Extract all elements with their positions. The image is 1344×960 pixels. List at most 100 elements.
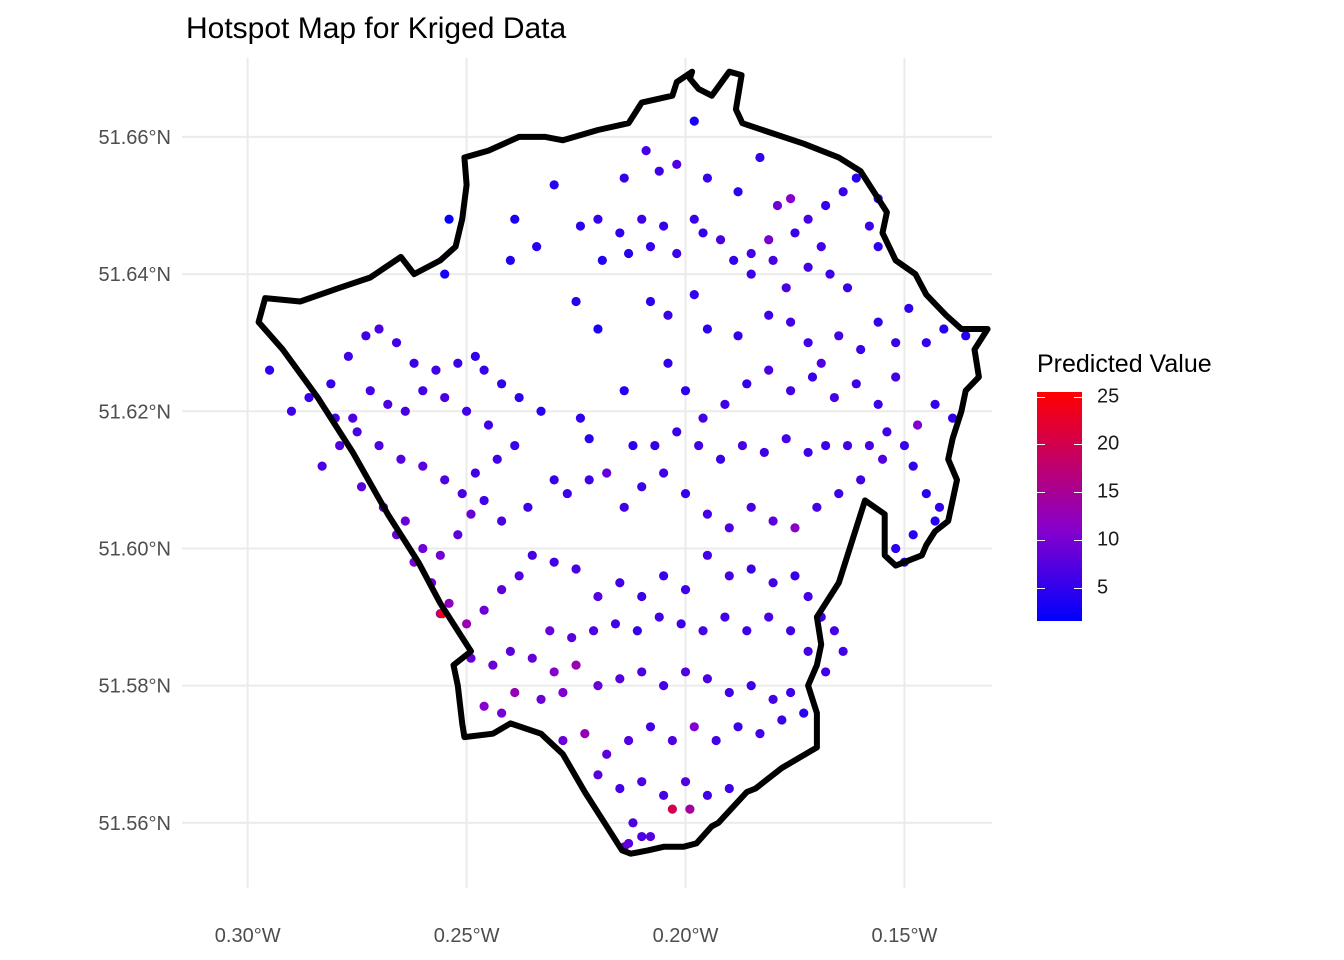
data-point bbox=[829, 392, 839, 403]
data-point bbox=[742, 379, 752, 389]
data-point bbox=[527, 653, 537, 663]
data-point bbox=[838, 187, 848, 197]
data-point bbox=[672, 248, 682, 259]
data-point bbox=[571, 660, 581, 670]
data-point bbox=[803, 591, 813, 602]
data-point bbox=[418, 386, 428, 396]
data-point bbox=[803, 262, 813, 272]
legend-tick-mark bbox=[1037, 587, 1045, 589]
data-point bbox=[702, 790, 713, 800]
data-point bbox=[645, 296, 656, 307]
data-point bbox=[851, 379, 861, 389]
data-point bbox=[584, 434, 594, 444]
data-point bbox=[698, 626, 708, 636]
legend-tick-mark bbox=[1037, 539, 1045, 541]
data-point bbox=[514, 571, 524, 581]
y-tick-label: 51.60°N bbox=[99, 538, 172, 560]
data-point bbox=[825, 269, 835, 279]
data-point bbox=[733, 331, 743, 341]
legend-title: Predicted Value bbox=[1037, 350, 1212, 378]
data-point bbox=[737, 440, 748, 451]
data-point bbox=[899, 440, 910, 451]
data-point bbox=[676, 619, 686, 629]
data-point bbox=[803, 646, 813, 656]
data-point bbox=[558, 735, 568, 746]
data-point bbox=[488, 660, 498, 670]
data-point bbox=[912, 420, 923, 430]
data-point bbox=[348, 413, 358, 423]
data-point bbox=[715, 235, 726, 245]
data-point bbox=[575, 221, 586, 231]
data-point bbox=[733, 722, 743, 732]
data-point bbox=[934, 502, 945, 512]
data-point bbox=[536, 694, 546, 704]
data-point bbox=[637, 777, 647, 787]
data-point bbox=[549, 475, 559, 485]
data-point bbox=[842, 440, 853, 451]
data-point bbox=[343, 351, 353, 361]
data-point bbox=[947, 413, 958, 423]
data-point bbox=[352, 427, 362, 437]
data-point bbox=[891, 338, 901, 348]
data-point bbox=[326, 379, 336, 389]
legend-tick-label: 10 bbox=[1097, 528, 1120, 551]
data-point bbox=[742, 626, 752, 636]
data-point bbox=[637, 591, 647, 602]
data-point bbox=[659, 468, 669, 478]
data-point bbox=[680, 667, 691, 677]
data-point bbox=[755, 729, 765, 739]
data-point bbox=[720, 399, 730, 410]
data-point bbox=[479, 495, 489, 506]
data-point bbox=[785, 317, 796, 327]
data-point bbox=[891, 543, 901, 554]
y-tick-label: 51.64°N bbox=[99, 264, 172, 286]
data-point bbox=[365, 386, 375, 396]
data-point bbox=[549, 667, 559, 677]
legend-tick-label: 20 bbox=[1097, 432, 1120, 455]
data-point bbox=[882, 427, 892, 437]
data-point bbox=[505, 255, 515, 265]
data-point bbox=[785, 386, 796, 396]
data-point bbox=[873, 399, 883, 410]
data-point bbox=[637, 214, 647, 224]
data-point bbox=[619, 502, 629, 512]
data-point bbox=[729, 255, 739, 265]
data-point bbox=[619, 173, 629, 183]
y-tick-label: 51.56°N bbox=[99, 813, 172, 835]
data-point bbox=[514, 392, 524, 403]
data-point bbox=[654, 166, 664, 176]
data-point bbox=[768, 516, 778, 526]
data-point bbox=[457, 488, 467, 499]
data-point bbox=[470, 468, 480, 478]
data-point bbox=[764, 235, 774, 245]
data-point bbox=[575, 413, 586, 423]
legend-tick-mark bbox=[1074, 539, 1082, 541]
data-point bbox=[764, 612, 774, 622]
data-point bbox=[724, 783, 734, 794]
data-point bbox=[908, 461, 918, 471]
data-point bbox=[680, 488, 691, 499]
data-point bbox=[785, 194, 796, 204]
data-point bbox=[838, 646, 848, 656]
data-point bbox=[593, 324, 603, 334]
data-point bbox=[659, 571, 669, 581]
data-point bbox=[580, 729, 590, 739]
data-point bbox=[335, 440, 345, 451]
data-point bbox=[799, 708, 809, 718]
data-point bbox=[383, 399, 393, 410]
data-point bbox=[908, 530, 918, 540]
data-point bbox=[440, 392, 450, 403]
data-point bbox=[466, 509, 476, 519]
data-point bbox=[698, 228, 708, 238]
data-point bbox=[444, 598, 454, 608]
data-point bbox=[549, 180, 559, 190]
data-point bbox=[479, 701, 489, 711]
data-point bbox=[904, 303, 914, 313]
data-point bbox=[680, 386, 691, 396]
data-point bbox=[637, 831, 647, 842]
data-point bbox=[418, 461, 428, 471]
data-point bbox=[479, 365, 489, 375]
data-point bbox=[641, 146, 651, 156]
data-point bbox=[588, 626, 599, 636]
